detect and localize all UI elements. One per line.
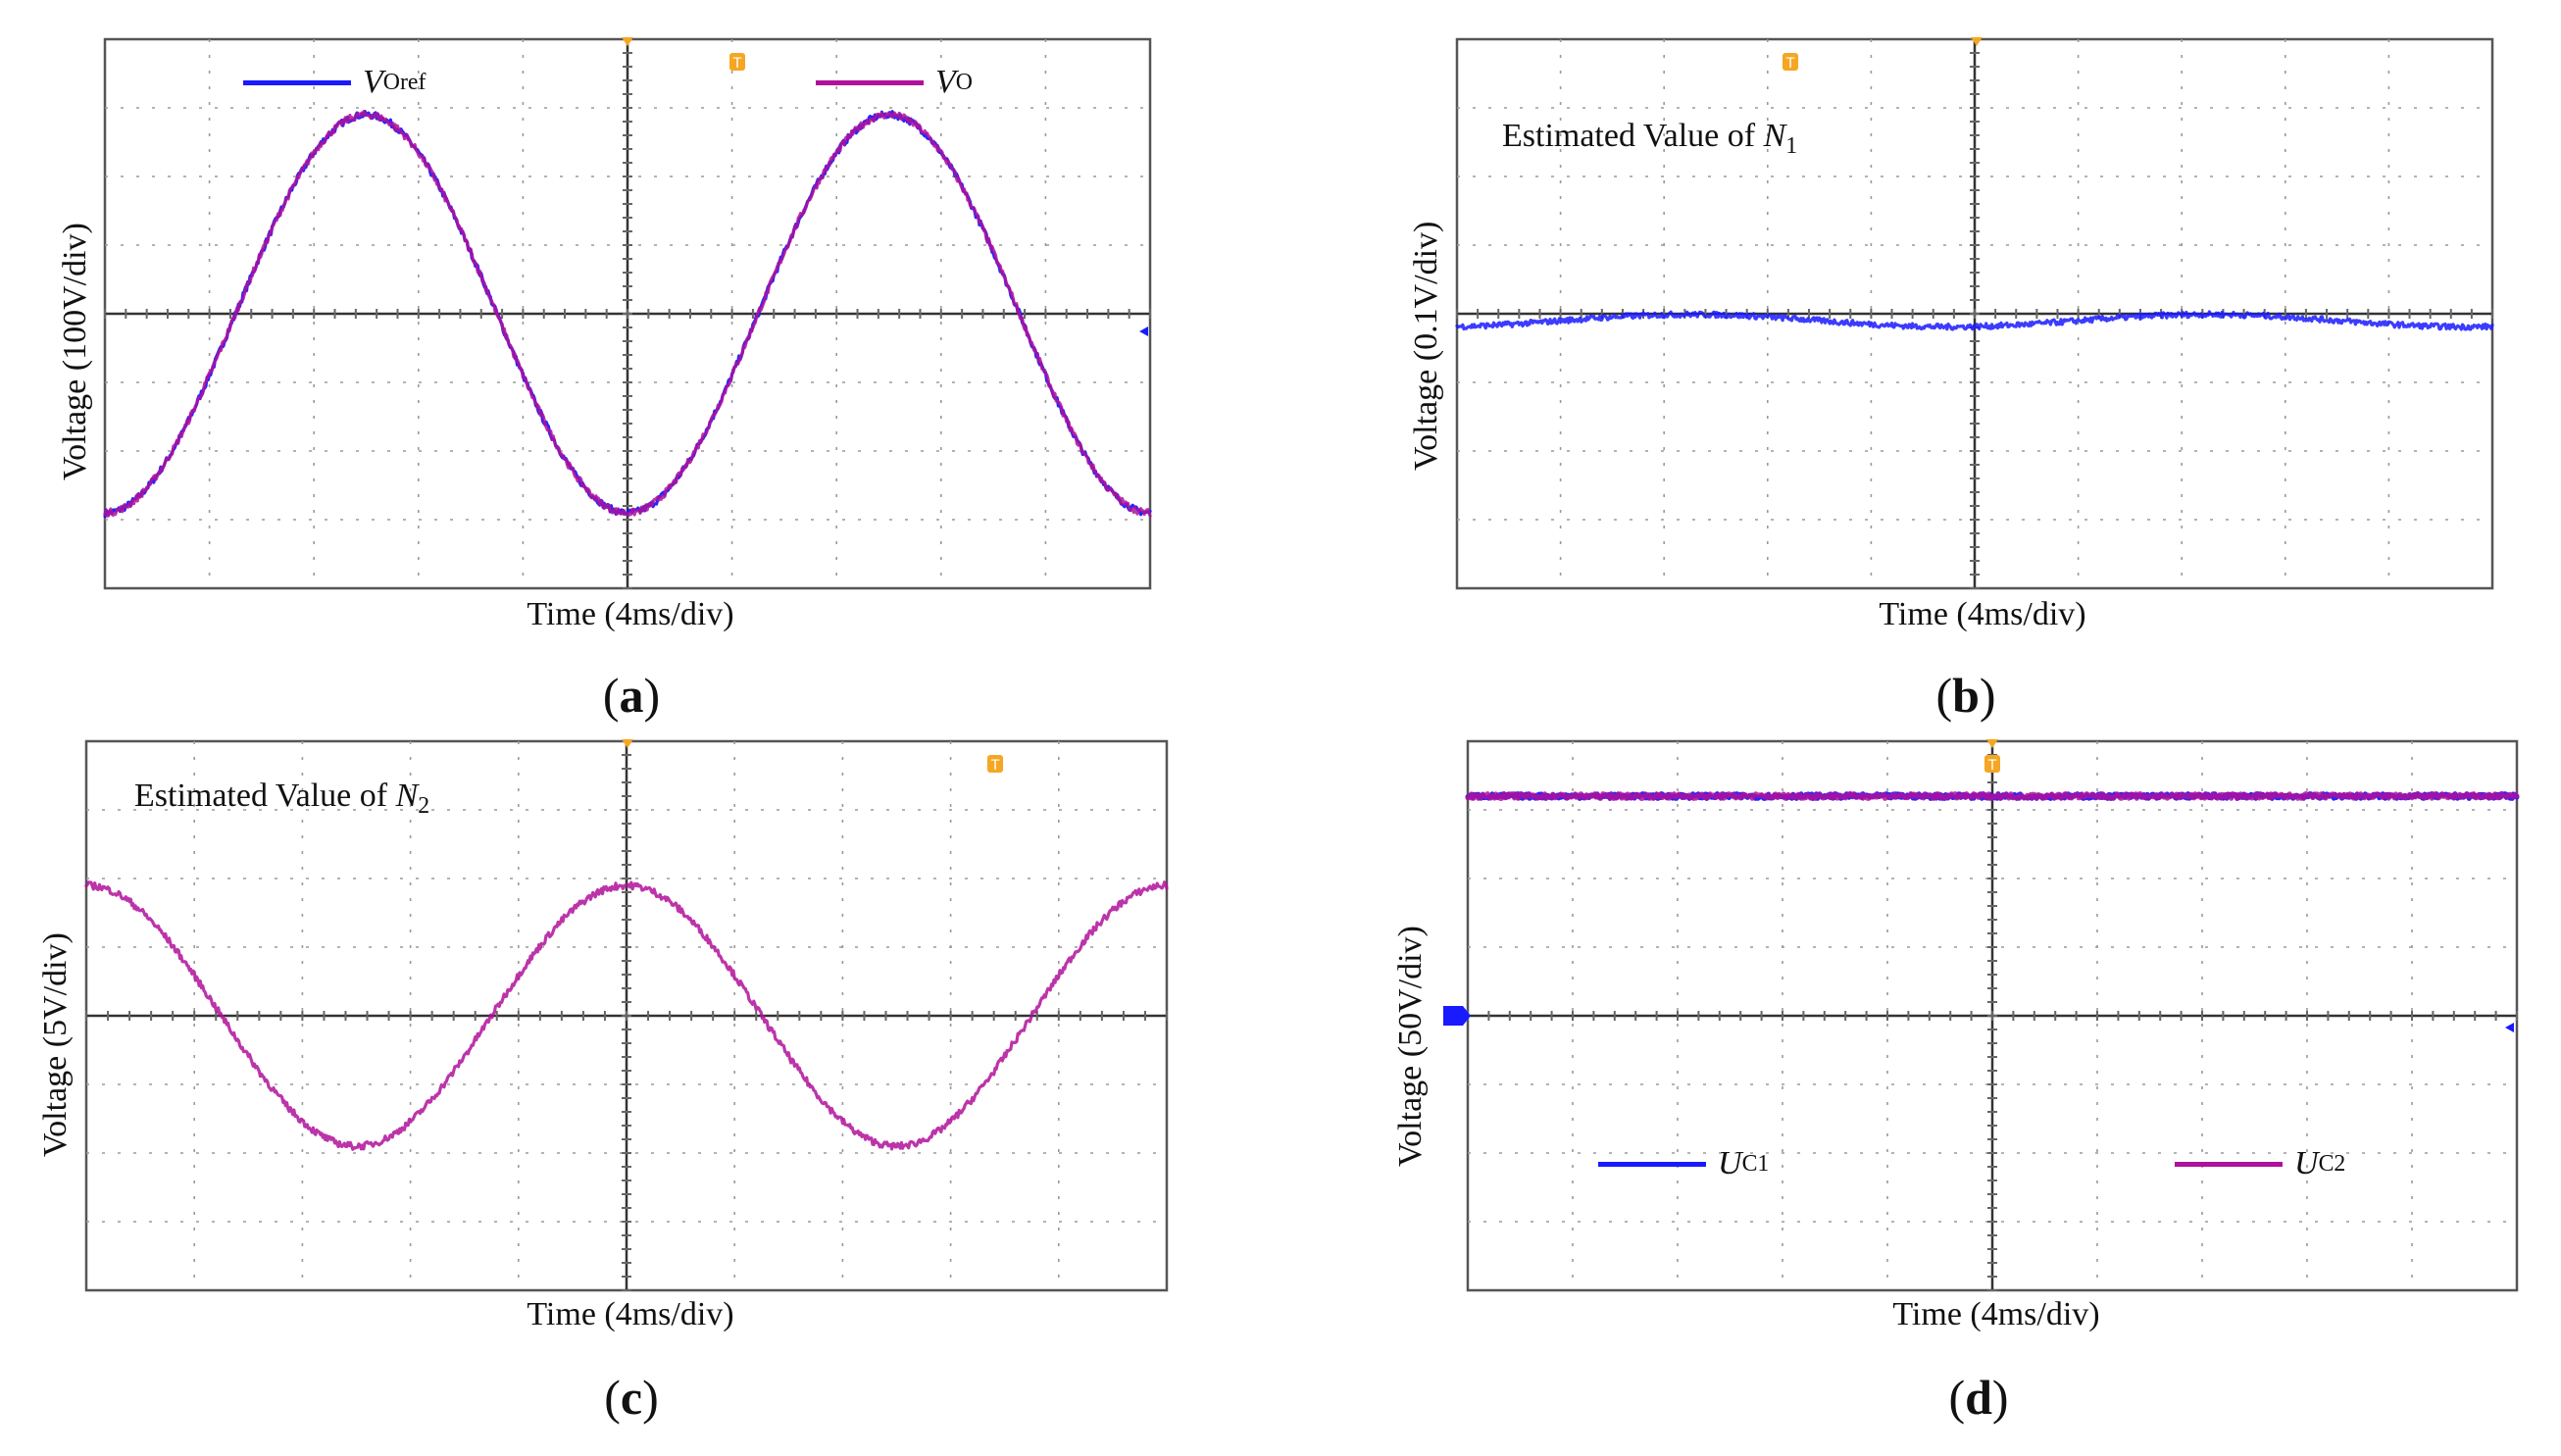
- annotation-b-var: N: [1763, 118, 1786, 154]
- legend-line-voref: [243, 79, 351, 85]
- channel-ground-marker: [1443, 1006, 1471, 1026]
- panel-c-annotation: Estimated Value of N2: [134, 778, 429, 820]
- trigger-level-marker: [987, 755, 1003, 773]
- panel-d-caption: (d): [1881, 1369, 2077, 1426]
- trace-n1-estimate: [1455, 310, 2494, 331]
- channel-offset-marker: [2505, 1023, 2514, 1032]
- caption-a-close: ): [643, 668, 661, 723]
- caption-b-close: ): [1979, 668, 1996, 723]
- panel-b-caption: (b): [1868, 667, 2064, 724]
- panel-c-xlabel: Time (4ms/div): [527, 1296, 734, 1332]
- trigger-level-marker: [1783, 53, 1798, 71]
- trigger-position-marker: [1971, 37, 1983, 46]
- annotation-b-sub: 1: [1785, 133, 1798, 160]
- legend-sub-voref: Oref: [382, 69, 427, 95]
- caption-d-open: (: [1948, 1370, 1966, 1425]
- panel-d-legend-uc2: U C2: [2175, 1145, 2345, 1182]
- annotation-c-text: Estimated Value of: [134, 778, 396, 814]
- legend-symbol-uc2: U: [2294, 1145, 2319, 1181]
- trigger-level-marker-glyph: T: [1987, 758, 1997, 774]
- trigger-position-marker: [1986, 739, 1998, 748]
- trigger-level-marker-glyph: T: [990, 758, 1000, 774]
- panel-d-ylabel: Voltage (50V/div): [1392, 926, 1429, 1167]
- trigger-level-marker: [729, 53, 745, 71]
- legend-symbol-voref: V: [363, 64, 383, 100]
- trace-uc2: [1465, 791, 2520, 801]
- caption-b-open: (: [1935, 668, 1953, 723]
- legend-sub-vo: O: [955, 69, 973, 95]
- caption-a-letter: a: [619, 668, 644, 723]
- legend-symbol-uc1: U: [1718, 1145, 1742, 1181]
- legend-sub-uc2: C2: [2318, 1150, 2346, 1177]
- caption-c-open: (: [604, 1370, 621, 1425]
- legend-line-vo: [816, 79, 924, 85]
- panel-a-xlabel: Time (4ms/div): [527, 596, 734, 632]
- panel-d-legend-uc1: U C1: [1598, 1145, 1769, 1182]
- trigger-level-marker: [1984, 755, 2000, 773]
- caption-d-letter: d: [1965, 1370, 1992, 1425]
- annotation-c-var: N: [395, 778, 419, 814]
- trace-n2-estimate: [84, 880, 1169, 1151]
- panel-a-legend-voref: V Oref: [243, 64, 426, 101]
- panel-b-annotation: Estimated Value of N1: [1502, 118, 1797, 160]
- annotation-b-text: Estimated Value of: [1502, 118, 1764, 154]
- panel-c-caption: (c): [533, 1369, 729, 1426]
- caption-b-letter: b: [1952, 668, 1980, 723]
- trigger-level-marker-glyph: T: [1785, 56, 1795, 72]
- panel-d-xlabel: Time (4ms/div): [1892, 1296, 2100, 1332]
- legend-sub-uc1: C1: [1741, 1150, 1770, 1177]
- trigger-position-marker: [622, 37, 633, 46]
- panel-a-caption: (a): [533, 667, 729, 724]
- annotation-c-sub: 2: [418, 793, 430, 820]
- channel-offset-marker: [1139, 326, 1148, 336]
- caption-c-close: ): [642, 1370, 659, 1425]
- legend-line-uc1: [1598, 1161, 1706, 1167]
- caption-a-open: (: [602, 668, 620, 723]
- caption-c-letter: c: [620, 1370, 643, 1425]
- legend-symbol-vo: V: [935, 64, 956, 100]
- trigger-level-marker-glyph: T: [732, 56, 742, 72]
- trigger-position-marker: [622, 739, 633, 748]
- legend-line-uc2: [2175, 1161, 2283, 1167]
- trace-vo: [103, 110, 1152, 518]
- panel-b-xlabel: Time (4ms/div): [1879, 596, 2086, 632]
- caption-d-close: ): [1991, 1370, 2009, 1425]
